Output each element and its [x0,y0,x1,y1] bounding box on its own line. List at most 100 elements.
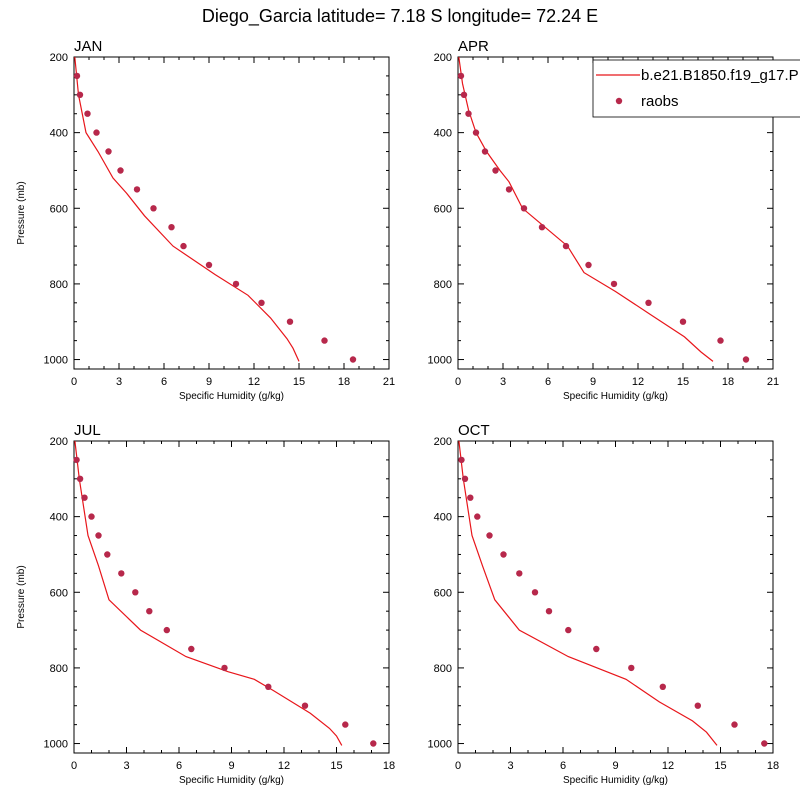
raobs-point [467,494,474,501]
y-tick-label: 800 [434,279,452,291]
raobs-point [585,261,592,269]
raobs-point [88,513,95,520]
x-tick-label: 18 [767,760,779,772]
raobs-point [301,702,309,709]
x-tick-label: 9 [228,760,234,772]
x-tick-label: 0 [71,760,77,772]
raobs-point [150,205,157,212]
x-tick-label: 6 [161,376,167,388]
raobs-point [118,570,125,577]
x-tick-label: 15 [714,760,726,772]
raobs-point [593,645,600,653]
x-tick-label: 3 [507,760,513,772]
x-tick-label: 3 [116,376,122,388]
raobs-point [500,551,507,558]
raobs-point [76,91,84,99]
raobs-point [562,242,570,250]
y-axis-label: Pressure (mb) [16,565,27,628]
x-tick-label: 6 [560,760,566,772]
x-tick-label: 3 [500,376,506,388]
raobs-point [95,532,102,539]
y-tick-label: 1000 [428,355,452,367]
y-tick-label: 400 [434,128,452,140]
raobs-point [679,318,687,325]
raobs-point [472,129,480,136]
x-axis-label: Specific Humidity (g/kg) [563,775,668,786]
y-tick-label: 400 [50,128,68,140]
y-tick-label: 400 [434,512,452,524]
raobs-point [481,148,489,155]
raobs-point [731,721,738,728]
y-tick-label: 400 [50,512,68,524]
x-tick-label: 6 [545,376,551,388]
legend-model-label: b.e21.B1850.f19_g17.P [641,67,799,84]
x-tick-label: 12 [632,376,644,388]
raobs-point [133,186,141,193]
raobs-point [321,337,328,344]
y-tick-label: 600 [50,203,68,215]
raobs-point [659,683,666,690]
panel-title: JUL [74,422,101,439]
x-tick-label: 0 [71,376,77,388]
raobs-point [538,224,546,231]
x-tick-label: 18 [383,760,395,772]
raobs-point [565,626,572,634]
y-tick-label: 1000 [44,355,68,367]
x-axis-label: Specific Humidity (g/kg) [563,391,668,402]
x-tick-label: 3 [123,760,129,772]
y-axis-label: Pressure (mb) [16,181,27,244]
raobs-point [104,551,111,558]
plot-frame [457,56,774,370]
raobs-point [628,664,635,672]
raobs-point [465,110,472,117]
x-tick-label: 0 [455,376,461,388]
raobs-point [457,72,465,80]
raobs-point [105,148,112,155]
raobs-point [505,186,513,193]
raobs-point [73,72,81,80]
plot-frame [73,56,390,370]
y-tick-label: 800 [50,279,68,291]
x-tick-label: 6 [176,760,182,772]
model-series-line [458,56,714,362]
y-tick-label: 600 [434,587,452,599]
plot-frame [457,440,774,754]
raobs-point [461,475,469,482]
raobs-point [146,608,153,615]
panels-group: 0 3 6 9 12 15 18 212004006008001000JANSpecific … [16,38,779,786]
raobs-point [545,608,553,615]
y-tick-label: 200 [434,52,452,64]
y-tick-label: 600 [434,203,452,215]
raobs-point [531,589,539,596]
raobs-point [486,532,493,539]
raobs-point [232,280,240,288]
y-tick-label: 800 [434,663,452,675]
x-tick-label: 15 [677,376,689,388]
x-axis-label: Specific Humidity (g/kg) [179,391,284,402]
legend: b.e21.B1850.f19_g17.P raobs [592,59,800,118]
raobs-point [370,740,377,747]
raobs-point [180,242,187,250]
x-axis-label: Specific Humidity (g/kg) [179,775,284,786]
model-series-line [74,56,300,362]
y-tick-label: 600 [50,587,68,599]
x-tick-label: 21 [767,376,779,388]
x-tick-label: 18 [722,376,734,388]
x-tick-label: 15 [330,760,342,772]
raobs-point [265,683,272,690]
x-tick-label: 21 [383,376,395,388]
x-tick-label: 0 [455,760,461,772]
legend-obs-label: raobs [641,93,679,110]
x-tick-label: 12 [662,760,674,772]
raobs-point [93,129,100,136]
x-tick-label: 12 [278,760,290,772]
raobs-point [132,589,139,596]
raobs-point [492,167,499,174]
raobs-point [694,702,701,709]
x-tick-label: 9 [612,760,618,772]
x-tick-label: 18 [338,376,350,388]
y-tick-label: 200 [434,436,452,448]
x-tick-label: 9 [590,376,596,388]
panel-title: JAN [74,38,102,55]
